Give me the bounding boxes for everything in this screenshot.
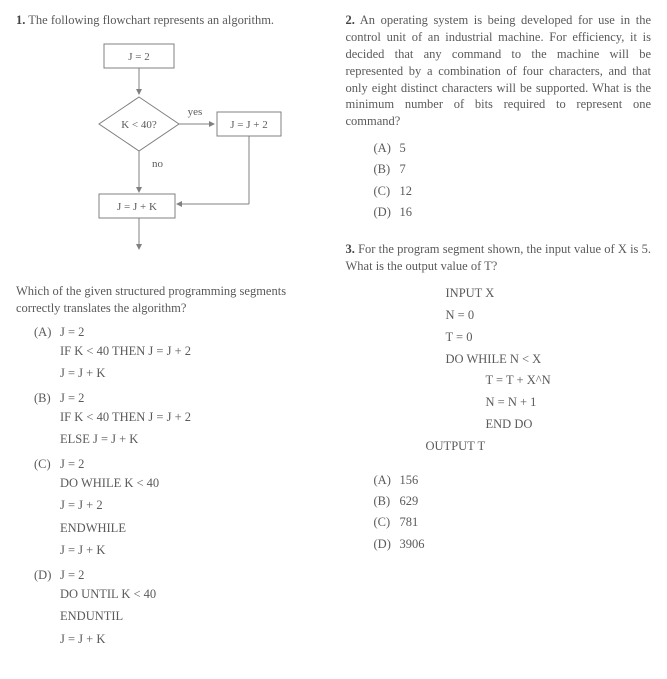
q2-opt-d: (D)16 [374,202,652,223]
page: 1. The following flowchart represents an… [16,12,651,656]
flow-yes-label: yes [187,106,202,118]
q1-choices: (A)J = 2 IF K < 40 THEN J = J + 2 J = J … [34,325,322,651]
q1-subq: Which of the given structured programmin… [16,283,322,317]
q3-c-val: 781 [400,515,419,529]
q3-code-l7: END DO [486,414,652,436]
flow-box-inc-label: J = J + 2 [230,119,267,131]
q3-code: INPUT X N = 0 T = 0 DO WHILE N < X T = T… [446,283,652,458]
q2-opt-c: (C)12 [374,181,652,202]
q1-d-l1: J = 2 [60,568,84,582]
q1-d-l2: DO UNTIL K < 40 [60,583,322,606]
q2-a-label: (A) [374,138,400,159]
q1-c-l5: J = J + K [60,539,322,562]
q3-code-l1: INPUT X [446,283,652,305]
q3-b-label: (B) [374,491,400,512]
q1-c-l1: J = 2 [60,457,84,471]
q1-prompt: 1. The following flowchart represents an… [16,12,322,29]
q1-choice-d: (D)J = 2 DO UNTIL K < 40 ENDUNTIL J = J … [34,568,322,651]
q1-b-l3: ELSE J = J + K [60,428,322,451]
q3-code-l6: N = N + 1 [486,392,652,414]
q1-flowchart: J = 2 K < 40? yes J = J + 2 no J = J + K [49,39,289,269]
q2-a-val: 5 [400,141,406,155]
col-right: 2. An operating system is being develope… [346,12,652,656]
q2-c-val: 12 [400,184,413,198]
q3-code-l2: N = 0 [446,305,652,327]
q1-c-l4: ENDWHILE [60,517,322,540]
q1-d-l3: ENDUNTIL [60,605,322,628]
q2-d-val: 16 [400,205,413,219]
col-left: 1. The following flowchart represents an… [16,12,322,656]
q1-choice-a: (A)J = 2 IF K < 40 THEN J = J + 2 J = J … [34,325,322,385]
q2-options: (A)5 (B)7 (C)12 (D)16 [374,138,652,223]
q1-choice-b: (B)J = 2 IF K < 40 THEN J = J + 2 ELSE J… [34,391,322,451]
q3-b-val: 629 [400,494,419,508]
q3-text: For the program segment shown, the input… [346,242,652,273]
q3-d-val: 3906 [400,537,425,551]
q2-prompt: 2. An operating system is being develope… [346,12,652,130]
q2-opt-a: (A)5 [374,138,652,159]
q2-text: An operating system is being developed f… [346,13,652,128]
q3-opt-a: (A)156 [374,470,652,491]
q3-c-label: (C) [374,512,400,533]
q1-c-l2: DO WHILE K < 40 [60,472,322,495]
flow-box-init-label: J = 2 [128,51,149,63]
flow-box-add-label: J = J + K [117,201,157,213]
flow-no-label: no [152,158,164,170]
q2-b-val: 7 [400,162,406,176]
q3-prompt: 3. For the program segment shown, the in… [346,241,652,275]
q3-code-l5: T = T + X^N [486,370,652,392]
q2-c-label: (C) [374,181,400,202]
q3-a-val: 156 [400,473,419,487]
q1-choice-c: (C)J = 2 DO WHILE K < 40 J = J + 2 ENDWH… [34,457,322,562]
q3-number: 3. [346,242,355,256]
q1-d-label: (D) [34,568,60,583]
q3-code-l8: OUTPUT T [426,436,652,458]
q3-opt-c: (C)781 [374,512,652,533]
q2-number: 2. [346,13,355,27]
q2-d-label: (D) [374,202,400,223]
q1-b-l2: IF K < 40 THEN J = J + 2 [60,406,322,429]
q3-code-l4: DO WHILE N < X [446,349,652,371]
flow-decision-label: K < 40? [121,119,157,131]
q3-opt-b: (B)629 [374,491,652,512]
q3-d-label: (D) [374,534,400,555]
q1-c-label: (C) [34,457,60,472]
q3-options: (A)156 (B)629 (C)781 (D)3906 [374,470,652,555]
q3-opt-d: (D)3906 [374,534,652,555]
q3-a-label: (A) [374,470,400,491]
spacer [346,223,652,241]
q1-a-l3: J = J + K [60,362,322,385]
q2-opt-b: (B)7 [374,159,652,180]
q1-a-label: (A) [34,325,60,340]
q1-number: 1. [16,13,25,27]
q3-code-l3: T = 0 [446,327,652,349]
q1-a-l1: J = 2 [60,325,84,339]
q1-d-l4: J = J + K [60,628,322,651]
q2-b-label: (B) [374,159,400,180]
q1-b-label: (B) [34,391,60,406]
q1-text: The following flowchart represents an al… [28,13,274,27]
q1-b-l1: J = 2 [60,391,84,405]
q1-c-l3: J = J + 2 [60,494,322,517]
q1-a-l2: IF K < 40 THEN J = J + 2 [60,340,322,363]
